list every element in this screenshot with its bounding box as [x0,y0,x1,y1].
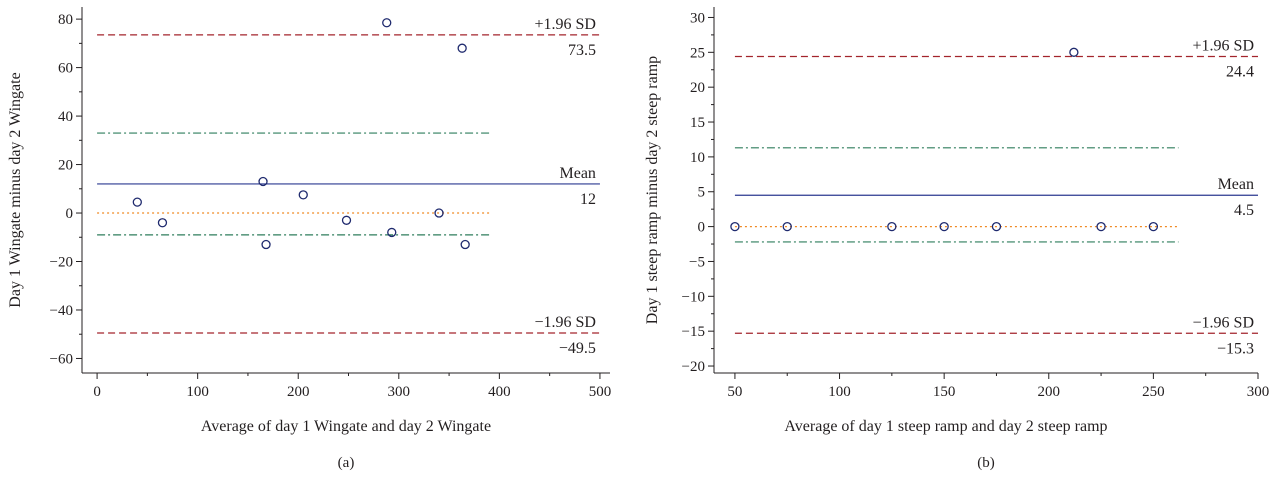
x-tick-label: 300 [1247,384,1270,400]
y-tick-label: 20 [58,158,73,174]
x-tick-label: 100 [186,384,209,400]
data-point [730,221,740,232]
panel-b: −20 −15 −10 −5 0 5 10 15 20 25 30 50 100 150 200 250 300… [644,7,1269,471]
y-tick-label: 5 [698,185,706,201]
data-point [457,43,467,53]
data-point [157,218,168,228]
y-tick-label: −60 [50,351,73,367]
x-axis-title: Average of day 1 Wingate and day 2 Winga… [201,418,491,435]
reference-line-value: 24.4 [1226,63,1254,80]
x-tick-label: 50 [727,384,742,400]
panel-caption: (a) [338,455,355,471]
y-tick-label: 0 [698,220,706,236]
data-point [341,215,352,225]
y-tick-label: 10 [690,150,705,166]
x-tick-label: 0 [93,384,101,400]
reference-line-name: +1.96 SD [1193,37,1254,54]
reference-line-name: −1.96 SD [534,314,595,331]
x-tick-label: 300 [388,384,411,400]
y-tick-label: 0 [66,206,74,222]
reference-line-value: 73.5 [568,42,596,59]
data-point [991,221,1002,232]
data-point [1096,221,1106,232]
y-tick-label: 15 [690,115,705,131]
y-tick-label: −20 [50,255,73,271]
reference-line-name: −1.96 SD [1193,314,1254,331]
data-point [258,176,268,187]
reference-line-value: 12 [580,191,596,208]
panel-caption: (b) [977,455,995,471]
data-point [1148,221,1159,232]
data-point [298,190,308,200]
y-tick-label: 25 [690,45,705,61]
data-point [434,208,444,218]
y-axis-title: Day 1 Wingate minus day 2 Wingate [7,72,24,307]
y-tick-label: −10 [682,289,705,305]
data-point [782,221,792,232]
y-tick-label: 40 [58,109,73,125]
y-tick-label: −15 [682,324,705,340]
data-point [1069,47,1079,57]
x-tick-label: 250 [1142,384,1165,400]
data-point [939,221,949,232]
reference-line-value: −49.5 [559,340,596,357]
x-tick-label: 200 [1038,384,1061,400]
x-axis-title: Average of day 1 steep ramp and day 2 st… [784,418,1107,435]
data-point [261,239,271,250]
y-tick-label: −40 [50,303,73,319]
data-point [887,221,897,232]
y-tick-label: 20 [690,80,705,96]
y-tick-label: −20 [682,359,705,375]
reference-line-value: 4.5 [1234,202,1254,219]
y-tick-label: 30 [690,10,705,26]
reference-line-name: Mean [1218,176,1254,193]
data-point [387,227,397,238]
x-tick-label: 500 [589,384,612,400]
data-point [132,197,142,207]
y-tick-label: 60 [58,61,73,77]
reference-line-name: +1.96 SD [534,16,595,33]
x-tick-label: 100 [828,384,851,400]
y-tick-label: −5 [689,254,705,270]
x-tick-label: 400 [488,384,511,400]
x-tick-label: 200 [287,384,310,400]
panel-a: −60 −40 −20 0 20 40 60 80 0 100 200 300 400 500 +1.96 … [7,7,611,471]
data-point [382,18,392,28]
reference-line-name: Mean [560,165,596,182]
reference-line-value: −15.3 [1217,340,1254,357]
x-tick-label: 150 [933,384,956,400]
data-point [460,239,470,250]
y-tick-label: 80 [58,12,73,28]
y-axis-title: Day 1 steep ramp minus day 2 steep ramp [644,56,661,324]
